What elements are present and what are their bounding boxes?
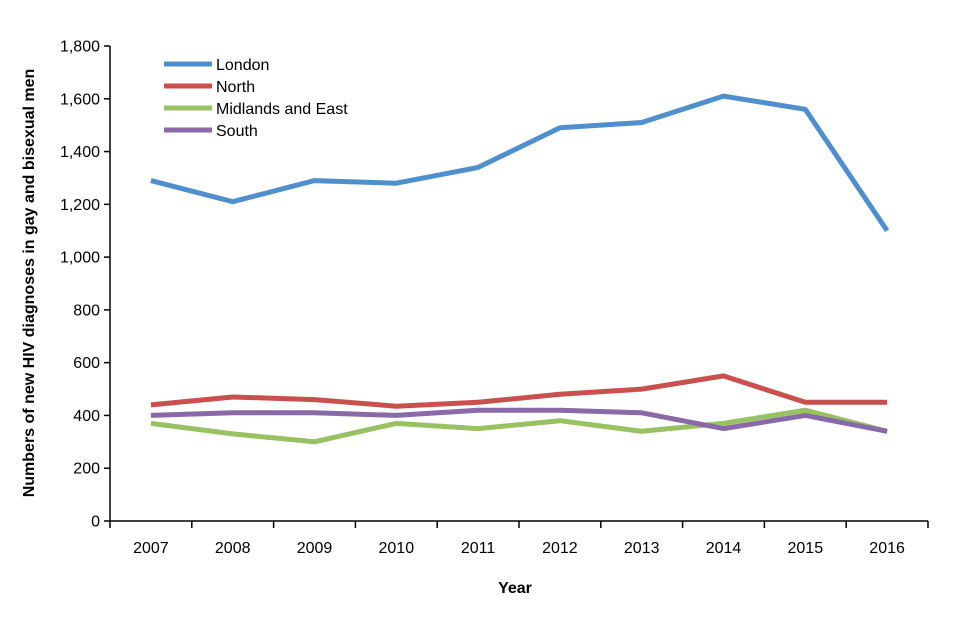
x-ticks: 2007 2008 2009 2010 2011 2012 2013 2014 2015 2016 (109, 521, 929, 557)
legend-label-midlands-and-east: Midlands and East (216, 101, 348, 118)
y-tick-label: 1,000 (60, 250, 100, 267)
x-axis-title: Year (498, 580, 532, 597)
legend-label-north: North (216, 79, 255, 96)
x-tick-label: 2007 (133, 540, 169, 557)
y-tick-label: 1,400 (60, 144, 100, 161)
legend-label-south: South (216, 123, 258, 140)
legend-label-london: London (216, 57, 269, 74)
x-tick-label: 2016 (869, 540, 905, 557)
y-tick-label: 0 (91, 514, 100, 531)
series-line-north (150, 373, 888, 409)
y-tick-label: 1,600 (60, 91, 100, 108)
x-tick-label: 2012 (542, 540, 578, 557)
y-tick-label: 1,800 (60, 39, 100, 56)
y-tick-label: 1,200 (60, 197, 100, 214)
series-lines (150, 93, 890, 445)
series-line-midlands-and-east (150, 407, 888, 445)
legend: London North Midlands and East South (164, 57, 348, 140)
y-tick-label: 200 (73, 461, 100, 478)
x-tick-label: 2014 (706, 540, 742, 557)
y-tick-label: 600 (73, 355, 100, 372)
x-tick-label: 2009 (297, 540, 333, 557)
x-tick-label: 2013 (624, 540, 660, 557)
y-tick-label: 800 (73, 302, 100, 319)
y-tick-label: 400 (73, 408, 100, 425)
x-tick-label: 2011 (461, 540, 496, 557)
series-line-south (150, 407, 888, 434)
x-tick-label: 2015 (788, 540, 824, 557)
y-axis: 0 200 400 600 800 1,000 1,200 1,400 1,600 1,800 (60, 39, 111, 531)
series-line-london (150, 93, 890, 233)
x-axis: 2007 2008 2009 2010 2011 2012 2013 2014 2015 2016 (109, 520, 929, 557)
x-tick-label: 2008 (215, 540, 251, 557)
y-ticks: 0 200 400 600 800 1,000 1,200 1,400 1,600 1,800 (60, 39, 110, 531)
x-tick-label: 2010 (379, 540, 415, 557)
y-axis-title: Numbers of new HIV diagnoses in gay and … (21, 69, 38, 498)
